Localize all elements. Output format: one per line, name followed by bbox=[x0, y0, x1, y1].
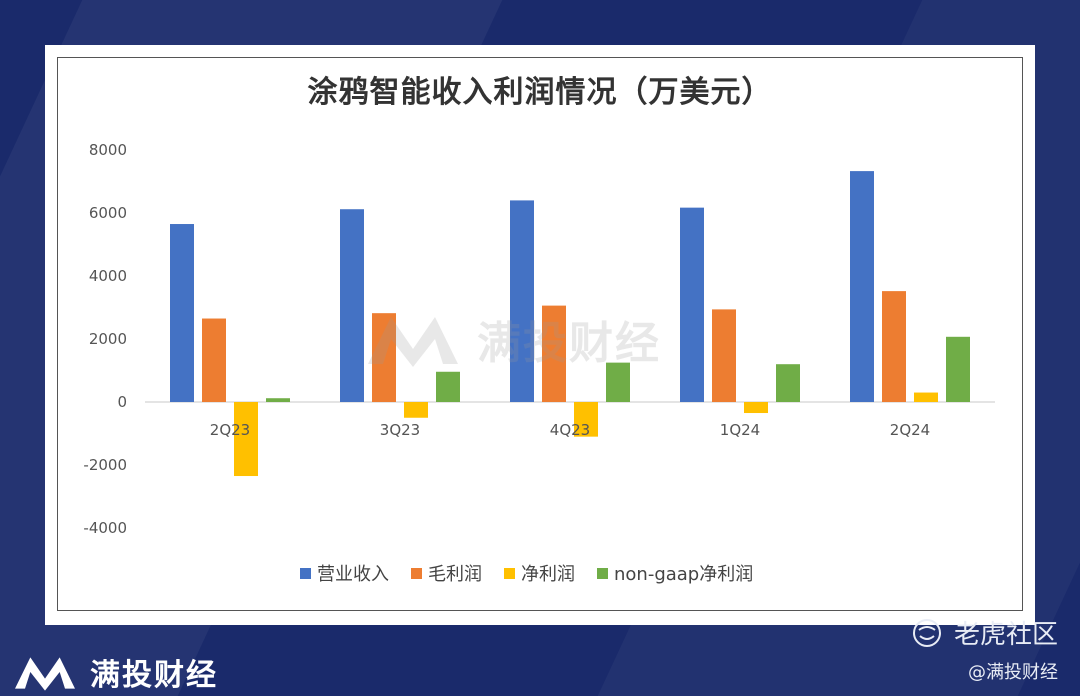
x-tick-label: 1Q24 bbox=[720, 421, 760, 439]
bar-1Q24-series-1 bbox=[712, 309, 736, 402]
chart-title: 涂鸦智能收入利润情况（万美元） bbox=[307, 75, 773, 110]
community-handle: @满投财经 bbox=[968, 662, 1058, 683]
legend-label: non-gaap净利润 bbox=[614, 564, 754, 585]
legend-item: 营业收入 bbox=[300, 560, 389, 586]
bar-4Q23-series-2 bbox=[574, 402, 598, 437]
tiger-logo-icon bbox=[912, 618, 941, 647]
chart-frame bbox=[57, 57, 1023, 611]
bars bbox=[170, 171, 970, 477]
x-axis-ticks: 2Q23 3Q23 4Q23 1Q24 2Q24 bbox=[210, 421, 930, 439]
x-tick-label: 4Q23 bbox=[550, 421, 590, 439]
y-tick-label: 4000 bbox=[89, 267, 127, 285]
brand: 满投财经 bbox=[10, 650, 218, 694]
x-tick-label: 2Q24 bbox=[890, 421, 930, 439]
bar-3Q23-series-0 bbox=[340, 209, 364, 402]
y-tick-label: 8000 bbox=[89, 141, 127, 159]
bar-4Q23-series-3 bbox=[606, 362, 630, 402]
y-tick-label: 0 bbox=[117, 393, 127, 411]
legend-swatch bbox=[411, 567, 422, 579]
bar-3Q23-series-3 bbox=[436, 371, 460, 402]
bar-2Q24-series-2 bbox=[914, 392, 938, 402]
bar-1Q24-series-3 bbox=[776, 364, 800, 402]
bar-2Q24-series-0 bbox=[850, 171, 874, 402]
brand-name: 满投财经 bbox=[90, 658, 218, 693]
legend-swatch bbox=[504, 567, 515, 579]
brand-logo-icon bbox=[15, 657, 75, 691]
y-tick-label: -2000 bbox=[83, 456, 127, 474]
legend-label: 毛利润 bbox=[428, 564, 482, 585]
y-tick-label: 2000 bbox=[89, 330, 127, 348]
bar-1Q24-series-2 bbox=[744, 402, 768, 414]
x-tick-label: 3Q23 bbox=[380, 421, 420, 439]
bar-4Q23-series-0 bbox=[510, 200, 534, 402]
x-tick-label: 2Q23 bbox=[210, 421, 250, 439]
y-tick-label: 6000 bbox=[89, 204, 127, 222]
bar-3Q23-series-1 bbox=[372, 313, 396, 402]
bar-2Q23-series-0 bbox=[170, 224, 194, 402]
community-badge: 老虎社区 bbox=[910, 614, 1058, 651]
bar-2Q23-series-1 bbox=[202, 318, 226, 402]
legend-swatch bbox=[597, 567, 608, 579]
legend-item: 毛利润 bbox=[411, 560, 482, 586]
bar-2Q23-series-3 bbox=[266, 398, 290, 402]
bar-2Q23-series-2 bbox=[234, 402, 258, 477]
community-name: 老虎社区 bbox=[953, 620, 1058, 650]
bar-1Q24-series-0 bbox=[680, 207, 704, 402]
chart-card: 涂鸦智能收入利润情况（万美元） 8000 6000 4000 2000 0 -2000 -4… bbox=[45, 45, 1035, 625]
y-tick-label: -4000 bbox=[83, 519, 127, 537]
legend-item: non-gaap净利润 bbox=[597, 560, 753, 586]
bar-chart: 8000 6000 4000 2000 0 -2000 -4000 2Q23 3Q23 4Q23… bbox=[83, 141, 995, 537]
bar-2Q24-series-1 bbox=[882, 291, 906, 402]
bar-4Q23-series-1 bbox=[542, 305, 566, 402]
chart-legend: 营业收入 毛利润 净利润 non-gaap净利润 bbox=[300, 560, 753, 586]
legend-swatch bbox=[300, 567, 311, 579]
legend-item: 净利润 bbox=[504, 560, 575, 586]
legend-label: 净利润 bbox=[521, 564, 575, 585]
bar-3Q23-series-2 bbox=[404, 402, 428, 418]
legend-label: 营业收入 bbox=[317, 564, 389, 585]
y-axis-ticks: 8000 6000 4000 2000 0 -2000 -4000 bbox=[83, 141, 127, 537]
bar-2Q24-series-3 bbox=[946, 336, 970, 402]
